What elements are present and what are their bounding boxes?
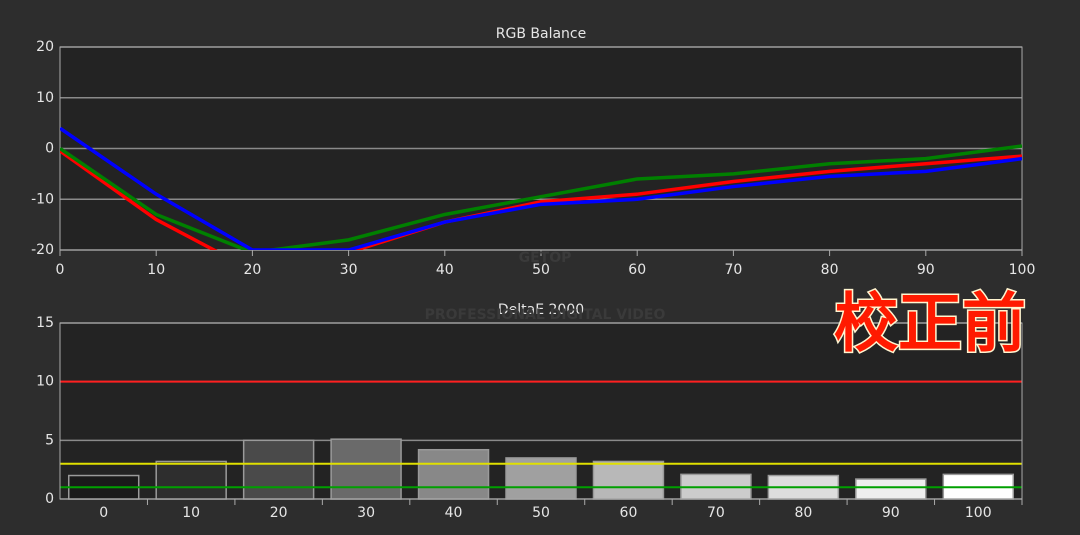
watermark-subtitle: PROFESSIONAL DIGITAL VIDEO bbox=[425, 307, 666, 323]
x-tick-label: 0 bbox=[56, 262, 65, 278]
chart-title: DeltaE 2000 bbox=[498, 302, 584, 318]
y-tick-label: 5 bbox=[45, 432, 54, 448]
y-tick-label: -10 bbox=[31, 191, 54, 207]
bar bbox=[592, 460, 665, 500]
x-tick-label: 50 bbox=[532, 505, 550, 521]
x-tick-label: 100 bbox=[1009, 262, 1036, 278]
x-tick-label: 40 bbox=[445, 505, 463, 521]
x-tick-label: 50 bbox=[532, 262, 550, 278]
x-tick-label: 100 bbox=[965, 505, 992, 521]
y-tick-label: 15 bbox=[36, 315, 54, 331]
x-tick-label: 10 bbox=[147, 262, 165, 278]
y-tick-label: 0 bbox=[45, 141, 54, 157]
bar bbox=[855, 478, 927, 500]
x-tick-label: 70 bbox=[707, 505, 725, 521]
x-tick-label: 0 bbox=[99, 505, 108, 521]
y-tick-label: -20 bbox=[31, 242, 54, 258]
y-tick-label: 20 bbox=[36, 39, 54, 55]
x-tick-label: 10 bbox=[182, 505, 200, 521]
bar bbox=[417, 448, 490, 500]
chart-title: RGB Balance bbox=[496, 26, 586, 42]
y-tick-label: 10 bbox=[36, 90, 54, 106]
watermark: GETOP bbox=[519, 250, 572, 266]
bar bbox=[242, 439, 315, 500]
x-tick-label: 30 bbox=[340, 262, 358, 278]
series-line bbox=[60, 149, 1022, 250]
x-tick-label: 90 bbox=[882, 505, 900, 521]
x-tick-label: 70 bbox=[724, 262, 742, 278]
y-tick-label: 0 bbox=[45, 491, 54, 507]
x-tick-label: 20 bbox=[270, 505, 288, 521]
bar bbox=[330, 438, 402, 500]
x-tick-label: 40 bbox=[436, 262, 454, 278]
x-tick-label: 30 bbox=[357, 505, 375, 521]
x-tick-label: 60 bbox=[628, 262, 646, 278]
x-tick-label: 90 bbox=[917, 262, 935, 278]
x-tick-label: 80 bbox=[821, 262, 839, 278]
bar bbox=[155, 460, 227, 500]
stamp-label: 校正前 bbox=[834, 288, 1026, 362]
y-tick-label: 10 bbox=[36, 374, 54, 390]
plot-border bbox=[59, 322, 1023, 500]
series-line bbox=[60, 144, 1022, 250]
x-tick-label: 80 bbox=[794, 505, 812, 521]
x-tick-label: 60 bbox=[620, 505, 638, 521]
series-line bbox=[60, 126, 1022, 250]
x-tick-label: 20 bbox=[243, 262, 261, 278]
